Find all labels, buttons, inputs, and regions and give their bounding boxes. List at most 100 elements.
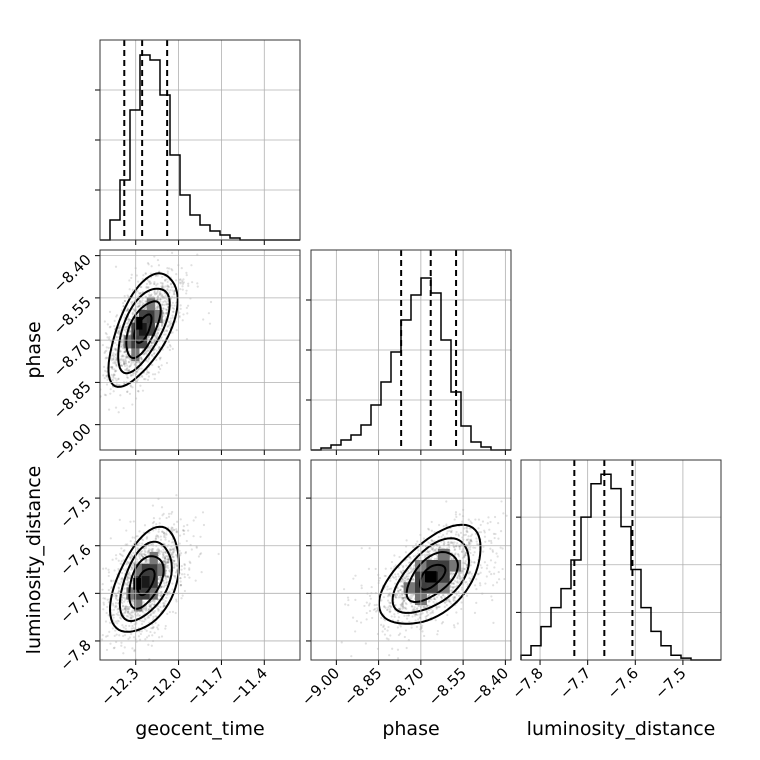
scatter-point <box>397 616 400 619</box>
scatter-point <box>400 605 403 608</box>
scatter-point <box>146 378 150 381</box>
scatter-point <box>165 580 168 584</box>
scatter-point <box>481 520 485 523</box>
scatter-point <box>434 549 437 552</box>
scatter-point <box>401 607 404 610</box>
scatter-point <box>411 568 415 571</box>
scatter-point <box>121 554 124 557</box>
scatter-point <box>489 559 493 562</box>
scatter-point <box>170 552 173 555</box>
scatter-point <box>139 384 142 387</box>
scatter-point <box>152 517 156 520</box>
scatter-point <box>465 527 469 530</box>
scatter-point <box>354 574 357 577</box>
scatter-point <box>135 614 139 617</box>
scatter-point <box>399 632 402 635</box>
scatter-point <box>156 333 159 336</box>
scatter-point <box>150 265 153 268</box>
scatter-point <box>485 575 488 578</box>
scatter-point <box>129 364 132 367</box>
scatter-point <box>130 627 133 630</box>
scatter-point <box>164 558 167 561</box>
scatter-point <box>157 547 160 550</box>
scatter-point <box>374 610 378 613</box>
scatter-point <box>115 594 118 597</box>
scatter-point <box>188 560 191 563</box>
scatter-point <box>397 607 400 610</box>
scatter-point <box>397 575 400 578</box>
scatter-point <box>167 558 170 561</box>
scatter-point <box>427 550 430 554</box>
scatter-point <box>175 568 178 571</box>
scatter-point <box>368 609 372 613</box>
scatter-point <box>104 369 107 372</box>
scatter-point <box>106 598 109 601</box>
scatter-point <box>138 555 141 558</box>
scatter-point <box>167 320 171 324</box>
scatter-point <box>169 548 172 551</box>
scatter-point <box>172 548 175 551</box>
scatter-point <box>388 604 391 607</box>
scatter-point <box>115 335 118 339</box>
scatter-point <box>416 557 420 561</box>
scatter-point <box>386 599 390 602</box>
scatter-point <box>492 532 496 535</box>
scatter-point <box>129 557 132 560</box>
scatter-point <box>475 540 478 543</box>
scatter-point <box>108 310 112 313</box>
density-peak-cell <box>425 571 437 583</box>
scatter-point <box>411 615 414 618</box>
scatter-point <box>463 567 466 571</box>
scatter-point <box>447 540 450 544</box>
scatter-point <box>496 555 499 558</box>
scatter-point <box>360 586 363 590</box>
scatter-point <box>467 538 470 541</box>
scatter-point <box>139 360 142 363</box>
scatter-point <box>170 528 173 531</box>
scatter-point <box>401 585 404 588</box>
scatter-point <box>126 369 129 373</box>
scatter-point <box>107 588 110 592</box>
scatter-point <box>161 283 164 286</box>
scatter-point <box>140 357 143 360</box>
scatter-point <box>437 546 441 549</box>
scatter-point <box>453 596 457 599</box>
scatter-point <box>121 608 125 611</box>
density-cell <box>146 322 155 336</box>
scatter-point <box>165 308 169 311</box>
scatter-point <box>435 607 438 610</box>
scatter-point <box>395 578 398 581</box>
scatter-point <box>388 608 391 611</box>
scatter-point <box>408 571 411 575</box>
scatter-point <box>127 610 130 614</box>
scatter-point <box>383 633 387 636</box>
scatter-point <box>160 295 163 298</box>
scatter-point <box>505 514 508 517</box>
scatter-point <box>146 616 149 619</box>
scatter-point <box>173 559 176 562</box>
scatter-point <box>148 282 151 286</box>
scatter-point <box>145 560 148 563</box>
scatter-point <box>136 558 139 561</box>
scatter-point <box>431 540 434 543</box>
scatter-point <box>156 274 159 277</box>
scatter-point <box>161 323 164 326</box>
scatter-point <box>182 281 186 284</box>
scatter-point <box>158 517 161 520</box>
scatter-point <box>401 584 404 588</box>
scatter-point <box>373 607 377 611</box>
scatter-point <box>143 608 146 611</box>
scatter-point <box>159 605 162 609</box>
scatter-point <box>125 309 129 313</box>
scatter-point <box>115 314 119 317</box>
scatter-point <box>115 315 118 318</box>
scatter-point <box>102 603 106 606</box>
scatter-point <box>174 576 177 579</box>
scatter-point <box>102 597 105 600</box>
scatter-point <box>442 543 445 546</box>
scatter-point <box>111 379 115 382</box>
scatter-point <box>166 267 169 270</box>
scatter-point <box>173 563 176 566</box>
scatter-point <box>382 625 385 629</box>
scatter-point <box>435 605 438 608</box>
